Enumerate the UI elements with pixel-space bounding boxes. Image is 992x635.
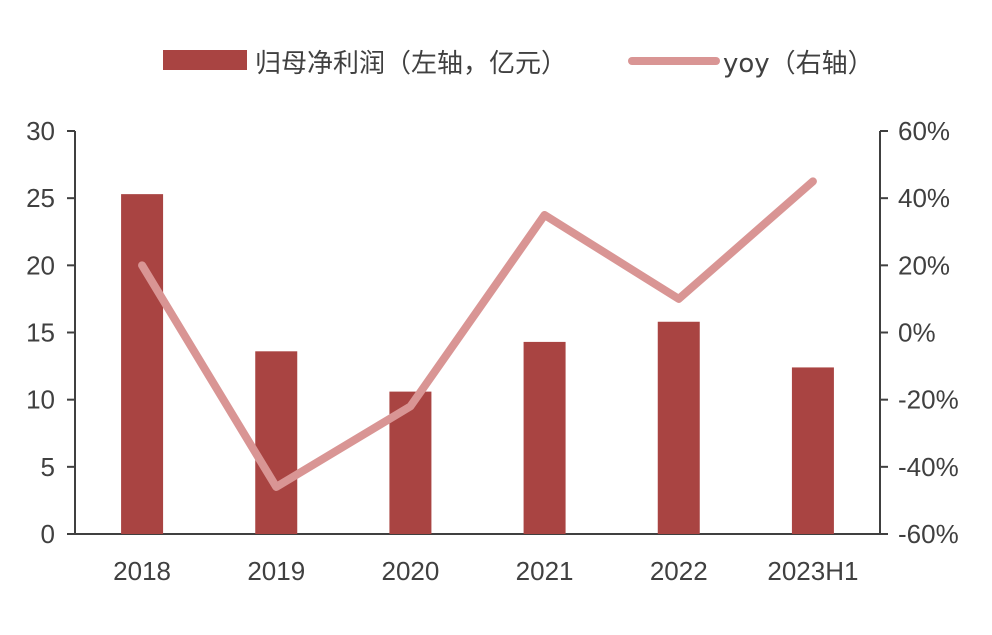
category-label: 2019 <box>247 556 305 586</box>
left-tick-label: 25 <box>26 183 55 213</box>
left-tick-label: 5 <box>41 452 55 482</box>
legend-bar-label: 归母净利润（左轴，亿元） <box>255 49 567 79</box>
left-tick-label: 15 <box>26 318 55 348</box>
category-label: 2018 <box>113 556 171 586</box>
bar-series <box>121 194 834 535</box>
bar-2019 <box>255 351 298 534</box>
right-tick-label: -20% <box>898 385 959 415</box>
right-axis-ticks: -60% -40% -20% 0% 20% 40% 60% <box>880 116 959 549</box>
right-tick-label: -60% <box>898 519 959 549</box>
bar-2018 <box>121 194 164 535</box>
right-tick-label: 60% <box>898 116 950 146</box>
bar-2023H1 <box>791 367 834 534</box>
category-label: 2022 <box>650 556 708 586</box>
legend: 归母净利润（左轴，亿元） yoy（右轴） <box>163 49 874 79</box>
legend-bar-swatch <box>163 50 247 70</box>
left-tick-label: 30 <box>26 116 55 146</box>
category-label: 2021 <box>516 556 574 586</box>
category-label: 2023H1 <box>767 556 858 586</box>
left-axis-ticks: 0 5 10 15 20 25 30 <box>26 116 75 549</box>
left-tick-label: 0 <box>41 519 55 549</box>
yoy-line <box>138 177 817 491</box>
category-labels: 2018 2019 2020 2021 2022 2023H1 <box>113 556 858 586</box>
right-tick-label: 40% <box>898 183 950 213</box>
right-tick-label: 20% <box>898 250 950 280</box>
left-tick-label: 20 <box>26 250 55 280</box>
right-tick-label: 0% <box>898 318 936 348</box>
left-tick-label: 10 <box>26 385 55 415</box>
bar-2022 <box>657 321 700 534</box>
category-label: 2020 <box>381 556 439 586</box>
bar-2021 <box>523 341 566 534</box>
legend-line-label: yoy（右轴） <box>723 49 874 79</box>
right-tick-label: -40% <box>898 452 959 482</box>
yoy-line-series <box>138 177 817 491</box>
